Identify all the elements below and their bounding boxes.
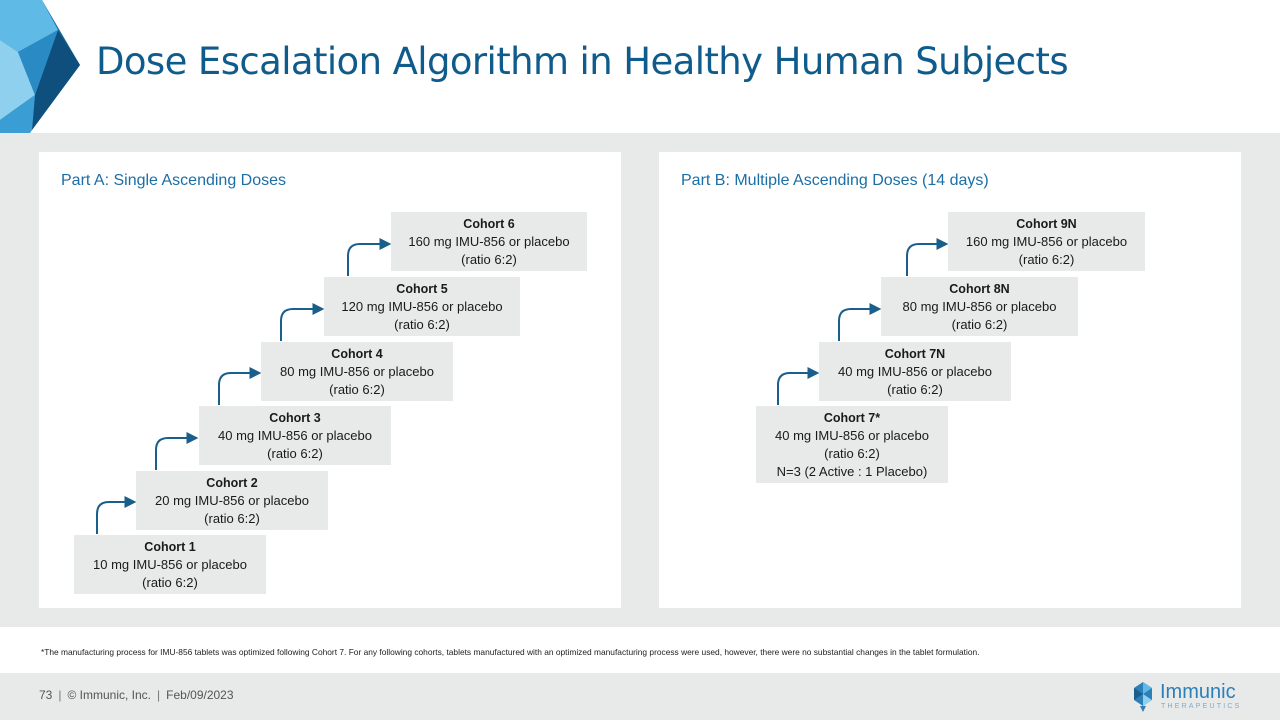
arrow-8n-to-9n	[906, 238, 949, 276]
cohort-ratio: (ratio 6:2)	[142, 575, 198, 590]
cohort-name: Cohort 4	[331, 347, 383, 361]
cohort-9n-box: Cohort 9N 160 mg IMU-856 or placebo (rat…	[948, 212, 1145, 271]
arrow-7n-to-8n	[838, 303, 882, 341]
cohort-2-box: Cohort 2 20 mg IMU-856 or placebo (ratio…	[136, 471, 328, 530]
cohort-3-box: Cohort 3 40 mg IMU-856 or placebo (ratio…	[199, 406, 391, 465]
cohort-dose: 120 mg IMU-856 or placebo	[341, 299, 503, 314]
cohort-dose: 40 mg IMU-856 or placebo	[218, 428, 372, 443]
arrow-3-to-4	[218, 367, 262, 405]
cohort-ratio: (ratio 6:2)	[951, 317, 1008, 332]
cohort-5-box: Cohort 5 120 mg IMU-856 or placebo (rati…	[324, 277, 520, 336]
part-a-panel: Part A: Single Ascending Doses Cohort 1 …	[39, 152, 621, 608]
cohort-name: Cohort 3	[269, 411, 321, 425]
cohort-ratio: (ratio 6:2)	[461, 252, 517, 267]
part-a-title: Part A: Single Ascending Doses	[61, 172, 287, 189]
cohort-4-box: Cohort 4 80 mg IMU-856 or placebo (ratio…	[261, 342, 453, 401]
cohort-name: Cohort 8N	[949, 282, 1010, 296]
cohort-name: Cohort 9N	[1016, 217, 1077, 231]
cohort-ratio: (ratio 6:2)	[1018, 252, 1075, 267]
cohort-name: Cohort 7*	[823, 411, 881, 425]
cohort-ratio: (ratio 6:2)	[887, 382, 943, 397]
cohort-dose: 80 mg IMU-856 or placebo	[902, 299, 1057, 314]
footer-date: Feb/09/2023	[166, 688, 234, 702]
cohort-name: Cohort 7N	[884, 347, 946, 361]
page-title: Dose Escalation Algorithm in Healthy Hum…	[96, 40, 1069, 83]
logo-name: Immunic	[1160, 681, 1236, 703]
copyright: © Immunic, Inc.	[67, 688, 152, 702]
immunic-logo: Immunic THERAPEUTICS	[1130, 680, 1250, 714]
part-b-arrows	[777, 238, 949, 405]
cohort-dose: 40 mg IMU-856 or placebo	[838, 364, 992, 379]
arrow-1-to-2	[96, 496, 137, 534]
arrow-5-to-6	[347, 238, 392, 276]
cohort-7-box: Cohort 7* 40 mg IMU-856 or placebo (rati…	[756, 406, 948, 483]
arrow-7-to-7n	[777, 367, 820, 405]
cohort-6-box: Cohort 6 160 mg IMU-856 or placebo (rati…	[391, 212, 587, 271]
part-a-arrows	[96, 238, 392, 534]
cohort-1-box: Cohort 1 10 mg IMU-856 or placebo (ratio…	[74, 535, 266, 594]
arrow-2-to-3	[155, 432, 199, 470]
cohort-ratio: (ratio 6:2)	[394, 317, 450, 332]
cohort-name: Cohort 2	[206, 476, 258, 490]
logo-mark-icon	[1134, 682, 1152, 712]
cohort-ratio: (ratio 6:2)	[329, 382, 385, 397]
footer-bar	[0, 673, 1280, 720]
cohort-dose: 160 mg IMU-856 or placebo	[965, 234, 1128, 249]
footnote: *The manufacturing process for IMU-856 t…	[41, 647, 980, 657]
footer-separator: |	[58, 688, 62, 702]
footer-separator: |	[157, 688, 161, 702]
logo-subtitle: THERAPEUTICS	[1161, 703, 1242, 710]
footer: 73 | © Immunic, Inc. | Feb/09/2023	[39, 688, 234, 702]
cohort-dose: 10 mg IMU-856 or placebo	[93, 557, 247, 572]
cohort-name: Cohort 1	[144, 540, 196, 554]
cohort-dose: 40 mg IMU-856 or placebo	[775, 428, 929, 443]
cohort-ratio: (ratio 6:2)	[824, 446, 880, 461]
page-number: 73	[39, 688, 53, 702]
cohort-8n-box: Cohort 8N 80 mg IMU-856 or placebo (rati…	[881, 277, 1078, 336]
cohort-note: N=3 (2 Active : 1 Placebo)	[776, 464, 928, 479]
cohort-name: Cohort 5	[396, 282, 448, 296]
cohort-7n-box: Cohort 7N 40 mg IMU-856 or placebo (rati…	[819, 342, 1011, 401]
cohort-name: Cohort 6	[463, 217, 515, 231]
cohort-dose: 20 mg IMU-856 or placebo	[155, 493, 309, 508]
cohort-ratio: (ratio 6:2)	[267, 446, 323, 461]
part-b-panel: Part B: Multiple Ascending Doses (14 day…	[659, 152, 1241, 608]
part-b-title: Part B: Multiple Ascending Doses (14 day…	[681, 172, 989, 189]
arrow-4-to-5	[280, 303, 325, 341]
cohort-dose: 160 mg IMU-856 or placebo	[408, 234, 570, 249]
cohort-dose: 80 mg IMU-856 or placebo	[280, 364, 434, 379]
cohort-ratio: (ratio 6:2)	[204, 511, 260, 526]
